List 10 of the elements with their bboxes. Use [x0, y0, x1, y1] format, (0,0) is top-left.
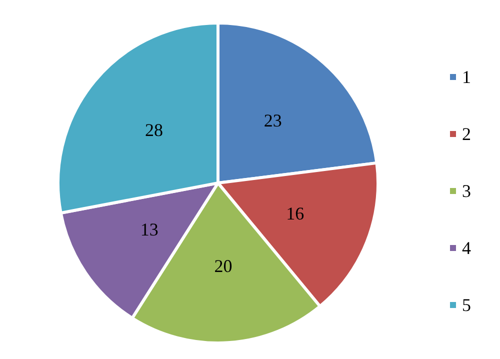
legend-label: 4 [462, 238, 471, 258]
data-label: 23 [264, 110, 282, 131]
data-label: 20 [214, 256, 232, 276]
legend-label: 3 [462, 181, 471, 201]
data-label: 16 [286, 204, 304, 224]
legend-label: 1 [462, 67, 471, 87]
legend-label: 5 [462, 295, 471, 315]
data-label: 13 [140, 220, 158, 240]
legend-label: 2 [462, 124, 471, 144]
data-label: 28 [145, 120, 164, 140]
